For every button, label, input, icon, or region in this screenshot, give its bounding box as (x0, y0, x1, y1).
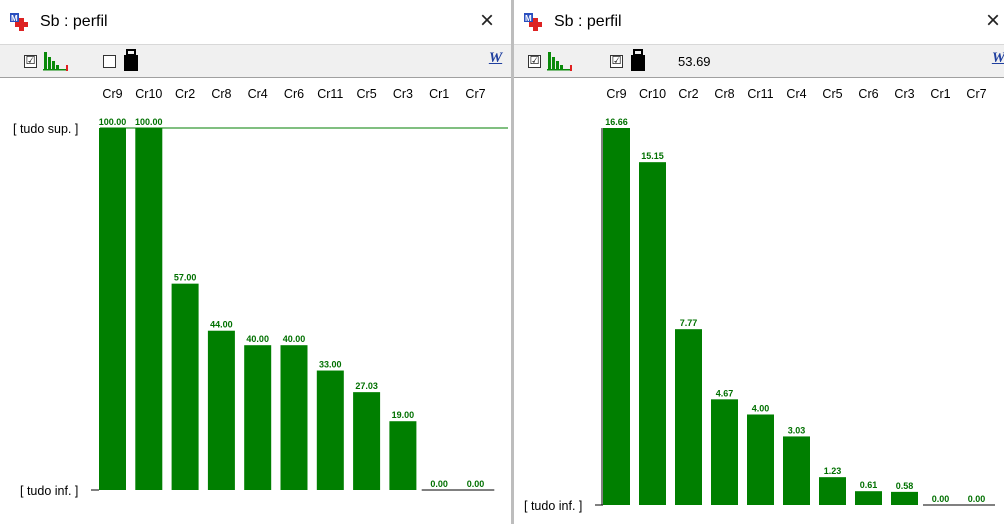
bar (99, 128, 126, 490)
bar (316, 370, 344, 490)
data-label: 27.03 (355, 381, 378, 391)
left-profile-window: M Sb : perfil × ☑ W [ tudo sup. ] [ tudo… (0, 0, 511, 524)
weight-checkbox[interactable] (103, 55, 116, 68)
bar (207, 330, 235, 490)
bar (353, 392, 381, 490)
data-label: 1.23 (824, 466, 842, 476)
bar (747, 414, 774, 505)
category-label: Cr8 (714, 87, 734, 101)
histogram-icon[interactable] (546, 49, 580, 73)
data-label: 44.00 (210, 320, 233, 330)
category-label: Cr1 (429, 87, 449, 101)
data-label: 40.00 (283, 334, 306, 344)
category-label: Cr11 (747, 87, 773, 101)
bar (389, 421, 417, 490)
category-label: Cr9 (606, 87, 626, 101)
category-label: Cr6 (284, 87, 304, 101)
category-label: Cr3 (393, 87, 413, 101)
bar (891, 491, 918, 505)
bar (244, 345, 272, 490)
window-title: Sb : perfil (554, 13, 622, 30)
data-label: 100.00 (99, 117, 127, 127)
bar (603, 128, 630, 505)
data-label: 57.00 (174, 273, 197, 283)
data-label: 0.00 (467, 479, 485, 489)
weight-icon[interactable] (628, 49, 650, 73)
category-label: Cr11 (317, 87, 343, 101)
upper-bound-label: [ tudo sup. ] (13, 122, 78, 136)
right-profile-window: M Sb : perfil × ☑ ☑ 53.69 W [ tudo inf. … (514, 0, 1004, 524)
data-label: 100.00 (135, 117, 163, 127)
lower-bound-label: [ tudo inf. ] (524, 499, 582, 513)
svg-text:M: M (525, 14, 532, 23)
category-label: Cr1 (930, 87, 950, 101)
weight-checkbox[interactable]: ☑ (610, 55, 623, 68)
category-label: Cr10 (135, 87, 162, 101)
toolbar: ☑ W (0, 44, 511, 78)
data-label: 7.77 (680, 318, 698, 328)
data-label: 0.00 (430, 479, 448, 489)
category-label: Cr8 (211, 87, 231, 101)
category-label: Cr5 (357, 87, 377, 101)
lower-bound-label: [ tudo inf. ] (20, 484, 78, 498)
bar (280, 345, 308, 490)
app-window-icon: M (524, 13, 542, 31)
bar (675, 329, 702, 505)
data-label: 0.58 (896, 481, 914, 491)
category-label: Cr7 (465, 87, 485, 101)
title-bar: M Sb : perfil × (514, 0, 1004, 44)
data-label: 4.67 (716, 388, 734, 398)
bar-chart-right: [ tudo inf. ] Cr9 16.66 Cr10 15.15 Cr2 7.77 Cr… (524, 87, 995, 513)
data-label: 4.00 (752, 403, 770, 413)
category-label: Cr6 (858, 87, 878, 101)
bar (819, 477, 846, 505)
category-label: Cr9 (102, 87, 122, 101)
data-label: 15.15 (641, 151, 664, 161)
category-label: Cr2 (175, 87, 195, 101)
data-label: 19.00 (392, 410, 415, 420)
data-label: 3.03 (788, 425, 806, 435)
category-label: Cr3 (894, 87, 914, 101)
bar (639, 162, 666, 505)
data-label: 0.00 (968, 494, 986, 504)
category-label: Cr4 (248, 87, 268, 101)
histogram-checkbox[interactable]: ☑ (24, 55, 37, 68)
category-label: Cr2 (678, 87, 698, 101)
bar (711, 399, 738, 505)
category-label: Cr4 (786, 87, 806, 101)
histogram-checkbox[interactable]: ☑ (528, 55, 541, 68)
toolbar: ☑ ☑ 53.69 W (514, 44, 1004, 78)
svg-text:M: M (11, 14, 18, 23)
word-export-icon[interactable]: W (991, 50, 1004, 66)
category-label: Cr7 (966, 87, 986, 101)
data-label: 0.61 (860, 480, 878, 490)
window-divider (511, 0, 514, 524)
word-export-icon[interactable]: W (488, 50, 503, 66)
window-title: Sb : perfil (40, 13, 108, 30)
bar (171, 283, 199, 490)
data-label: 33.00 (319, 360, 342, 370)
close-button[interactable]: × (986, 7, 1001, 34)
histogram-icon[interactable] (42, 49, 76, 73)
category-label: Cr5 (822, 87, 842, 101)
data-label: 0.00 (932, 494, 950, 504)
weight-value: 53.69 (678, 54, 711, 69)
bar-chart-left: [ tudo sup. ] [ tudo inf. ] Cr9 100.00 Cr1… (13, 87, 508, 498)
data-label: 16.66 (605, 117, 628, 127)
app-window-icon: M (10, 13, 28, 31)
category-label: Cr10 (639, 87, 666, 101)
bar (783, 436, 810, 505)
close-button[interactable]: × (480, 7, 495, 34)
bar (135, 128, 163, 490)
weight-icon[interactable] (121, 49, 143, 73)
bar (855, 491, 882, 505)
data-label: 40.00 (246, 334, 269, 344)
title-bar: M Sb : perfil × (0, 0, 511, 44)
